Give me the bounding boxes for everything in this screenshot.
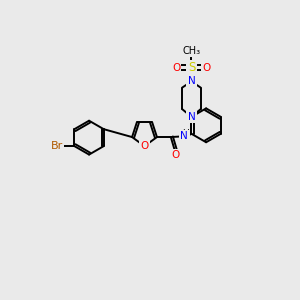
Text: S: S <box>188 61 195 74</box>
Text: O: O <box>171 150 180 160</box>
Text: N: N <box>188 76 195 86</box>
Text: O: O <box>172 63 180 73</box>
Text: N: N <box>188 112 195 122</box>
Text: CH₃: CH₃ <box>182 46 200 56</box>
Text: O: O <box>140 141 148 151</box>
Text: Br: Br <box>51 141 63 151</box>
Text: N: N <box>180 131 188 141</box>
Text: H: H <box>182 130 189 139</box>
Text: O: O <box>203 63 211 73</box>
